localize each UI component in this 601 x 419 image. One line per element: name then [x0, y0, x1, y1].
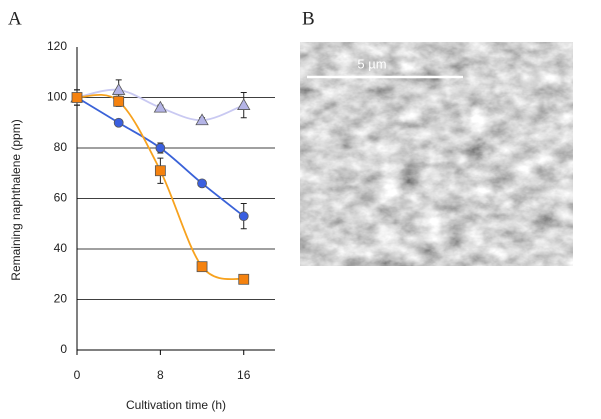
- y-tick-label: 80: [54, 140, 68, 154]
- marker: [111, 83, 126, 95]
- marker: [238, 273, 250, 285]
- panel-label: A: [8, 8, 22, 29]
- y-tick-label: 0: [60, 342, 67, 356]
- x-tick-label: 8: [157, 368, 164, 382]
- y-tick-label: 120: [47, 39, 67, 53]
- marker: [195, 113, 209, 126]
- series-line: [76, 93, 244, 281]
- x-axis-label: Cultivation time (h): [126, 398, 226, 412]
- marker: [196, 261, 208, 273]
- marker: [155, 143, 166, 153]
- marker: [238, 211, 249, 222]
- y-tick-label: 60: [54, 191, 68, 205]
- marker: [113, 95, 125, 107]
- y-tick-label: 40: [54, 241, 68, 255]
- marker: [153, 100, 168, 113]
- x-tick-label: 0: [74, 368, 81, 382]
- marker: [237, 98, 251, 110]
- sem-image: [300, 42, 573, 266]
- marker: [113, 117, 124, 128]
- x-tick-label: 16: [237, 368, 251, 382]
- marker: [154, 165, 166, 177]
- y-tick-label: 20: [54, 292, 68, 306]
- scale-label: 5 µm: [357, 56, 386, 71]
- y-axis-label: Remaining naphthalene (ppm): [9, 119, 23, 280]
- marker: [197, 178, 207, 189]
- y-tick-label: 100: [47, 90, 67, 104]
- panel-label: B: [302, 8, 315, 29]
- marker: [71, 92, 83, 103]
